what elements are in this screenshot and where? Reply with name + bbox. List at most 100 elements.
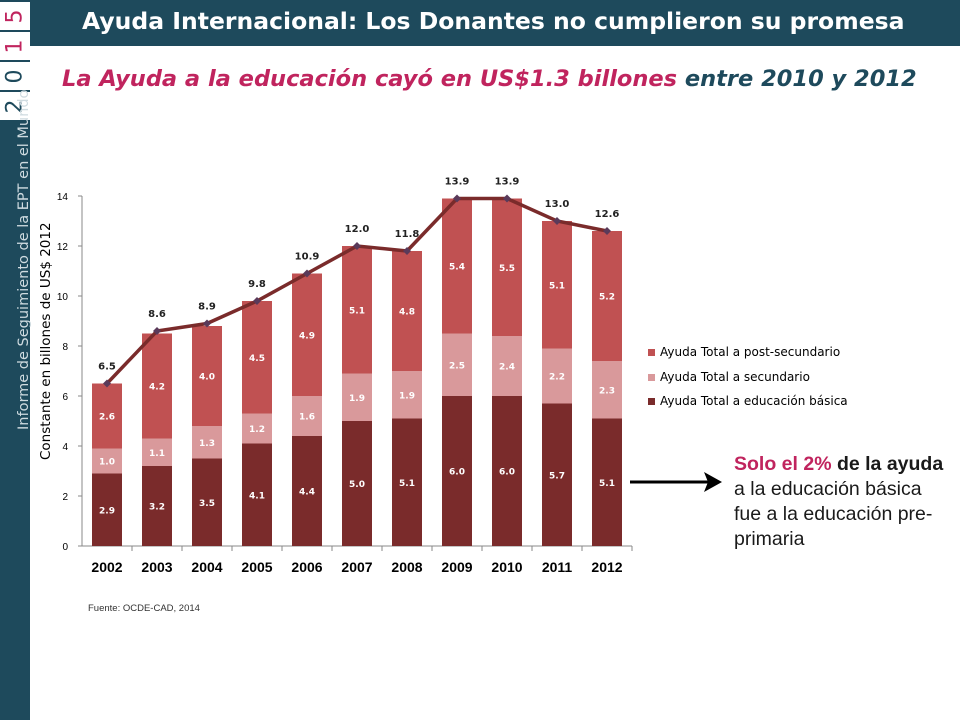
bar-segment bbox=[542, 221, 572, 349]
bar-segment bbox=[242, 301, 272, 414]
bar-segment bbox=[92, 448, 122, 474]
bar-value-label: 1.0 bbox=[99, 458, 115, 468]
legend-label: Ayuda Total a educación básica bbox=[660, 394, 848, 408]
callout-arrow-head bbox=[704, 472, 722, 492]
bar-segment bbox=[392, 418, 422, 546]
bar-segment bbox=[292, 436, 322, 546]
x-tick-label: 2005 bbox=[241, 559, 272, 575]
bar-segment bbox=[442, 396, 472, 546]
total-value-label: 13.9 bbox=[495, 177, 520, 188]
x-tick-label: 2008 bbox=[391, 559, 422, 575]
bar-value-label: 4.4 bbox=[299, 488, 315, 498]
bar-segment bbox=[142, 438, 172, 466]
total-value-label: 6.5 bbox=[98, 362, 116, 373]
legend-label: Ayuda Total a secundario bbox=[660, 370, 810, 384]
bar-value-label: 5.1 bbox=[599, 479, 615, 489]
bar-segment bbox=[492, 336, 522, 396]
bar-segment bbox=[392, 251, 422, 371]
year-digit: 0 bbox=[0, 62, 30, 90]
legend-swatch bbox=[648, 398, 655, 405]
sidebar: 5 1 0 2 Informe de Seguimiento de la EPT… bbox=[0, 0, 32, 720]
bar-value-label: 2.9 bbox=[99, 506, 115, 516]
total-marker bbox=[503, 194, 511, 203]
y-tick-label: 10 bbox=[57, 292, 69, 303]
total-value-label: 12.6 bbox=[595, 209, 620, 220]
bar-value-label: 4.8 bbox=[399, 308, 415, 318]
callout-text-part: ayuda bbox=[886, 453, 944, 475]
bar-value-label: 5.1 bbox=[349, 306, 365, 316]
legend-swatch bbox=[648, 349, 655, 356]
bar-segment bbox=[392, 371, 422, 419]
total-marker bbox=[103, 379, 111, 388]
bar-segment bbox=[592, 231, 622, 361]
y-axis-label: Constante en billones de US$ 2012 bbox=[38, 222, 54, 460]
bar-segment bbox=[192, 426, 222, 459]
total-marker bbox=[453, 194, 461, 203]
bar-segment bbox=[542, 348, 572, 404]
subtitle-highlight: La Ayuda a la educación cayó en US$1.3 b… bbox=[62, 66, 678, 92]
bar-value-label: 2.2 bbox=[549, 373, 565, 383]
bar-segment bbox=[292, 273, 322, 396]
bar-value-label: 5.2 bbox=[599, 293, 615, 303]
legend-label: Ayuda Total a post-secundario bbox=[660, 345, 840, 359]
bar-segment bbox=[592, 418, 622, 546]
total-marker bbox=[353, 242, 361, 250]
bar-segment bbox=[142, 466, 172, 546]
total-marker bbox=[553, 217, 561, 225]
page-title: Ayuda Internacional: Los Donantes no cum… bbox=[82, 7, 905, 35]
subtitle-rest: entre 2010 y 2012 bbox=[677, 66, 917, 92]
bar-value-label: 6.0 bbox=[499, 468, 515, 478]
x-tick-label: 2011 bbox=[542, 559, 573, 575]
year-digit: 1 bbox=[0, 32, 30, 60]
total-marker bbox=[203, 319, 211, 328]
total-value-label: 11.8 bbox=[395, 229, 420, 240]
total-value-label: 9.8 bbox=[248, 279, 266, 290]
bar-segment bbox=[492, 396, 522, 546]
bar-value-label: 4.5 bbox=[249, 354, 265, 364]
bar-value-label: 5.1 bbox=[399, 479, 415, 489]
x-tick-label: 2009 bbox=[441, 559, 472, 575]
bar-segment bbox=[242, 443, 272, 546]
y-tick-label: 8 bbox=[62, 342, 68, 353]
total-marker bbox=[153, 327, 161, 335]
total-value-label: 8.6 bbox=[148, 309, 166, 320]
callout-text-part: a la educación básica fue a la educación… bbox=[734, 478, 933, 550]
total-value-label: 12.0 bbox=[345, 224, 370, 235]
y-tick-label: 2 bbox=[62, 492, 68, 503]
bar-value-label: 1.9 bbox=[399, 391, 415, 401]
bar-value-label: 1.2 bbox=[249, 425, 265, 435]
bar-value-label: 2.4 bbox=[499, 363, 515, 373]
bar-segment bbox=[292, 396, 322, 436]
bar-segment bbox=[192, 458, 222, 546]
bar-value-label: 2.5 bbox=[449, 361, 465, 371]
x-tick-label: 2010 bbox=[491, 559, 522, 575]
total-value-label: 13.9 bbox=[445, 177, 470, 188]
bar-value-label: 1.6 bbox=[299, 413, 315, 423]
bar-segment bbox=[242, 413, 272, 444]
total-value-label: 10.9 bbox=[295, 252, 320, 263]
y-tick-label: 14 bbox=[57, 192, 69, 203]
y-tick-label: 6 bbox=[62, 392, 68, 403]
bar-value-label: 6.0 bbox=[449, 468, 465, 478]
total-marker bbox=[403, 247, 411, 255]
x-tick-label: 2006 bbox=[291, 559, 322, 575]
year-digit: 5 bbox=[0, 2, 30, 30]
bar-value-label: 3.2 bbox=[149, 503, 165, 513]
bar-segment bbox=[92, 473, 122, 546]
bar-value-label: 4.1 bbox=[249, 491, 265, 501]
total-marker bbox=[253, 297, 261, 305]
header-bar: Ayuda Internacional: Los Donantes no cum… bbox=[30, 0, 960, 46]
bar-segment bbox=[342, 246, 372, 374]
y-tick-label: 12 bbox=[57, 242, 69, 253]
year-digit: 2 bbox=[0, 92, 30, 120]
bar-segment bbox=[492, 198, 522, 336]
x-tick-label: 2003 bbox=[141, 559, 172, 575]
total-marker bbox=[303, 269, 311, 278]
bar-segment bbox=[542, 403, 572, 546]
x-tick-label: 2012 bbox=[591, 559, 622, 575]
bar-value-label: 5.4 bbox=[449, 263, 465, 273]
subtitle: La Ayuda a la educación cayó en US$1.3 b… bbox=[62, 66, 917, 92]
callout-text-part: de la bbox=[831, 453, 887, 475]
bar-value-label: 4.0 bbox=[199, 373, 215, 383]
y-tick-label: 0 bbox=[62, 542, 68, 553]
